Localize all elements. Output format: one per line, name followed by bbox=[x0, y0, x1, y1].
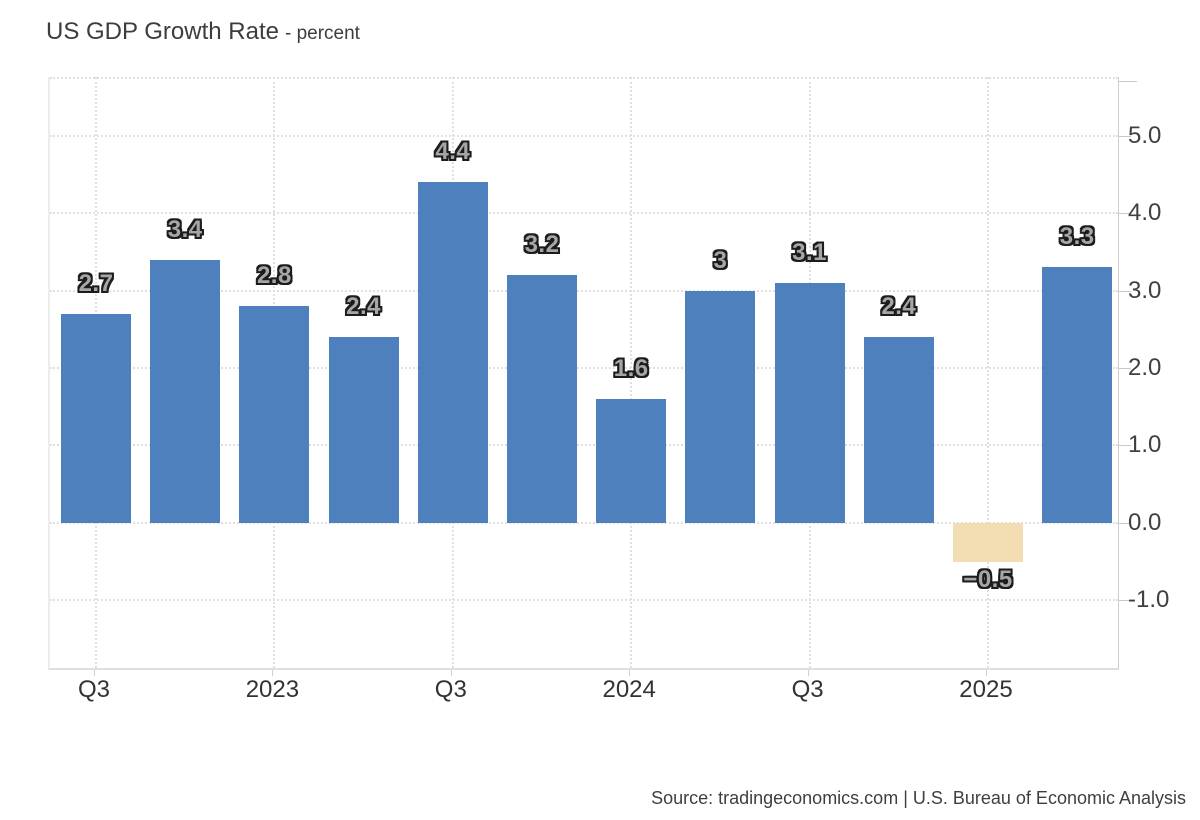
bar-2022-Q4[interactable] bbox=[150, 259, 221, 523]
bar-value-label: 3.4 bbox=[167, 215, 203, 243]
bar-value-label: 2.4 bbox=[346, 293, 382, 321]
chart-title-main: US GDP Growth Rate bbox=[46, 18, 279, 45]
bar-2025-Q1[interactable] bbox=[953, 522, 1023, 562]
bar-value-label: 2.7 bbox=[78, 269, 114, 297]
bar-value-label: 2.4 bbox=[881, 293, 917, 321]
gridline-h bbox=[50, 599, 1118, 602]
bar-value-label: 4.4 bbox=[435, 138, 471, 166]
y-axis-label: 2.0 bbox=[1128, 354, 1162, 382]
plot-area: 2.7 3.4 2.8 2.4 4.4 3.2 1.6 3 3.1 2.4 −0.5 3.3 bbox=[48, 77, 1119, 670]
x-axis-label: Q3 bbox=[791, 676, 824, 703]
bar-2024-Q4[interactable] bbox=[863, 337, 934, 523]
x-axis-tick bbox=[629, 670, 631, 676]
y-axis-tick bbox=[1119, 600, 1131, 602]
gridline-h bbox=[50, 289, 1118, 292]
x-axis-tick bbox=[94, 670, 95, 676]
gridline-v bbox=[987, 77, 989, 668]
plot-top-gridline bbox=[50, 77, 1118, 79]
y-axis-tick bbox=[1119, 522, 1131, 524]
y-axis-label: 4.0 bbox=[1128, 199, 1162, 227]
y-axis-label: 1.0 bbox=[1128, 431, 1162, 459]
bar-2023-Q2[interactable] bbox=[328, 337, 399, 523]
y-axis-tick bbox=[1119, 213, 1131, 215]
x-axis-tick bbox=[450, 670, 452, 676]
gridline-h bbox=[50, 212, 1118, 215]
gridline-v bbox=[630, 77, 633, 668]
x-axis-label: Q3 bbox=[434, 676, 467, 703]
bar-value-label: 1.6 bbox=[613, 355, 649, 383]
x-axis-tick bbox=[272, 670, 274, 676]
gridline-h bbox=[50, 444, 1118, 447]
bar-2024-Q1[interactable] bbox=[596, 399, 667, 523]
y-axis-label: 0.0 bbox=[1128, 508, 1162, 536]
x-axis-tick bbox=[986, 670, 987, 676]
bar-2023-Q1[interactable] bbox=[239, 306, 310, 523]
bar-2022-Q3[interactable] bbox=[61, 313, 131, 523]
bar-value-label: 3.2 bbox=[524, 231, 560, 259]
bar-2023-Q4[interactable] bbox=[507, 275, 577, 523]
y-axis-label: -1.0 bbox=[1128, 586, 1170, 614]
bar-2023-Q3[interactable] bbox=[417, 182, 488, 523]
gridline-h bbox=[50, 134, 1118, 137]
bar-value-label: 2.8 bbox=[256, 262, 292, 290]
bar-2024-Q3[interactable] bbox=[774, 282, 845, 523]
gridline-h bbox=[50, 521, 1118, 524]
bar-value-label: 3.1 bbox=[792, 238, 828, 266]
y-axis-tick bbox=[1119, 368, 1131, 370]
bar-2024-Q2[interactable] bbox=[685, 290, 756, 523]
bar-value-label: −0.5 bbox=[963, 565, 1013, 593]
x-axis-tick bbox=[807, 670, 809, 676]
y-axis-label: 5.0 bbox=[1128, 121, 1162, 149]
x-axis-label: 2023 bbox=[245, 676, 300, 703]
x-axis-label: Q3 bbox=[77, 676, 110, 703]
chart-title: US GDP Growth Rate - percent bbox=[46, 18, 360, 46]
chart-title-unit: - percent bbox=[284, 23, 360, 44]
y-axis-label: 3.0 bbox=[1128, 276, 1162, 304]
bar-value-label: 3.3 bbox=[1059, 223, 1095, 251]
gridline-h bbox=[50, 367, 1118, 370]
x-axis-label: 2024 bbox=[602, 676, 656, 703]
y-axis-top-tick bbox=[1119, 81, 1137, 82]
y-axis-tick bbox=[1119, 290, 1131, 292]
source-attribution: Source: tradingeconomics.com | U.S. Bure… bbox=[651, 788, 1186, 808]
bar-2025-Q2[interactable] bbox=[1042, 267, 1113, 523]
x-axis-label: 2025 bbox=[959, 676, 1013, 703]
y-axis-tick bbox=[1119, 135, 1131, 137]
y-axis-tick bbox=[1119, 445, 1131, 447]
bar-value-label: 3 bbox=[713, 246, 728, 274]
